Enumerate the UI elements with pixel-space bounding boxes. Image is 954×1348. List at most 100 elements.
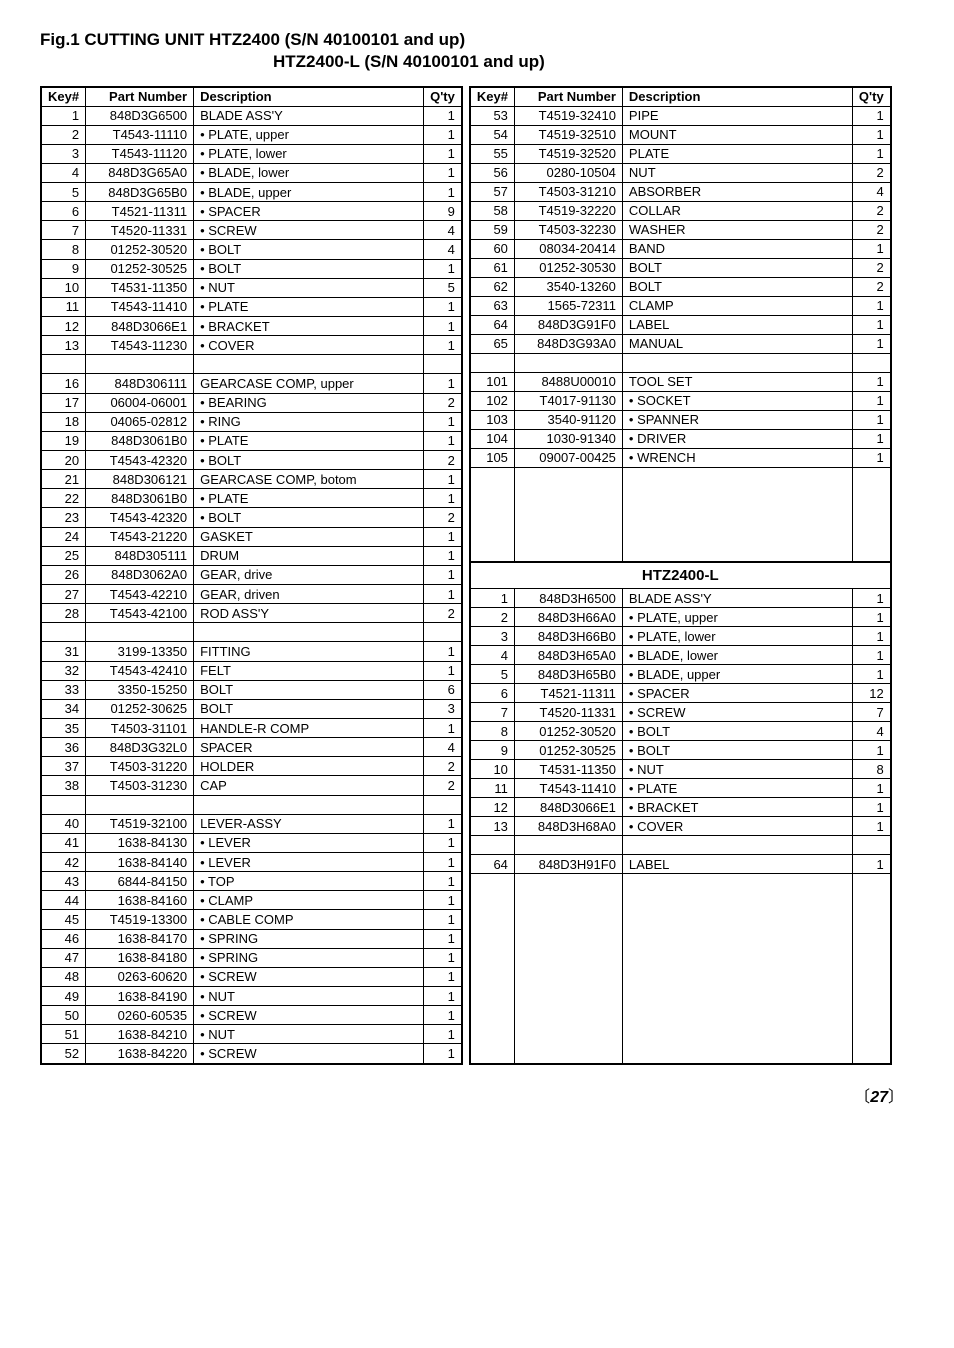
table-row: 16848D306111GEARCASE COMP, upper1	[41, 374, 462, 393]
cell-qty: 1	[424, 470, 462, 489]
cell-desc: • BOLT	[194, 508, 424, 527]
cell-qty: 1	[424, 986, 462, 1005]
cell-qty: 1	[852, 144, 890, 163]
cell-desc: CLAMP	[622, 296, 852, 315]
cell-key: 10	[470, 760, 515, 779]
table-row: 801252-30520• BOLT4	[41, 240, 462, 259]
table-row: 4848D3G65A0• BLADE, lower1	[41, 163, 462, 182]
cell-part: T4531-11350	[514, 760, 622, 779]
cell-desc: • CABLE COMP	[194, 910, 424, 929]
cell-desc: LEVER-ASSY	[194, 814, 424, 833]
cell-key: 32	[41, 661, 86, 680]
spacer-row	[470, 950, 891, 969]
th-part: Part Number	[514, 87, 622, 106]
section-header: HTZ2400-L	[470, 562, 891, 589]
cell-part: 848D306121	[86, 470, 194, 489]
cell-part: T4520-11331	[86, 221, 194, 240]
cell-desc: • BLADE, upper	[622, 665, 852, 684]
cell-desc: GEARCASE COMP, upper	[194, 374, 424, 393]
cell-qty: 1	[424, 814, 462, 833]
cell-key: 21	[41, 470, 86, 489]
cell-qty: 2	[424, 757, 462, 776]
cell-part: 848D306111	[86, 374, 194, 393]
table-row: 11T4543-11410• PLATE1	[470, 779, 891, 798]
table-row: 58T4519-32220COLLAR2	[470, 201, 891, 220]
cell-desc: ROD ASS'Y	[194, 604, 424, 623]
cell-desc: HANDLE-R COMP	[194, 719, 424, 738]
cell-part: 1638-84160	[86, 891, 194, 910]
cell-part: 848D3H6500	[514, 589, 622, 608]
cell-desc: GEARCASE COMP, botom	[194, 470, 424, 489]
table-row: 411638-84130• LEVER1	[41, 833, 462, 852]
cell-part: T4519-32520	[514, 144, 622, 163]
cell-part: T4503-31230	[86, 776, 194, 795]
table-row: 102T4017-91130• SOCKET1	[470, 391, 891, 410]
cell-desc: • SOCKET	[622, 391, 852, 410]
cell-desc: • PLATE, upper	[194, 125, 424, 144]
cell-part: 848D3H65A0	[514, 646, 622, 665]
cell-desc: MOUNT	[622, 125, 852, 144]
cell-desc: • CLAMP	[194, 891, 424, 910]
cell-qty: 1	[424, 833, 462, 852]
cell-part: T4543-11230	[86, 336, 194, 355]
cell-key: 9	[470, 741, 515, 760]
cell-key: 25	[41, 546, 86, 565]
table-row: 38T4503-31230CAP2	[41, 776, 462, 795]
cell-key: 10	[41, 278, 86, 297]
table-row: 2848D3H66A0• PLATE, upper1	[470, 608, 891, 627]
cell-qty: 1	[424, 719, 462, 738]
cell-qty: 4	[852, 182, 890, 201]
cell-key: 38	[41, 776, 86, 795]
cell-qty: 1	[424, 1006, 462, 1025]
cell-key: 58	[470, 201, 515, 220]
cell-qty: 3	[424, 699, 462, 718]
cell-key: 54	[470, 125, 515, 144]
cell-qty: 1	[852, 627, 890, 646]
cell-qty: 1	[424, 374, 462, 393]
cell-desc: ABSORBER	[622, 182, 852, 201]
cell-qty: 1	[852, 334, 890, 353]
cell-key: 2	[41, 125, 86, 144]
cell-key: 12	[41, 317, 86, 336]
cell-part: 848D3H65B0	[514, 665, 622, 684]
cell-part: 06004-06001	[86, 393, 194, 412]
cell-part: 1638-84170	[86, 929, 194, 948]
cell-desc: • SPRING	[194, 929, 424, 948]
spacer-row	[41, 623, 462, 642]
title-text-1: CUTTING UNIT HTZ2400 (S/N 40100101 and u…	[84, 30, 465, 50]
right-column: Key# Part Number Description Q'ty 53T451…	[469, 86, 892, 1065]
spacer-row	[470, 912, 891, 931]
cell-key: 1	[470, 589, 515, 608]
cell-key: 52	[41, 1044, 86, 1064]
cell-desc: GASKET	[194, 527, 424, 546]
cell-key: 13	[470, 817, 515, 836]
cell-part: 04065-02812	[86, 412, 194, 431]
table-row: 6T4521-11311• SPACER12	[470, 684, 891, 703]
cell-qty: 1	[424, 661, 462, 680]
spacer-row	[41, 355, 462, 374]
table-row: 55T4519-32520PLATE1	[470, 144, 891, 163]
cell-desc: SPACER	[194, 738, 424, 757]
cell-qty: 1	[852, 296, 890, 315]
spacer-row	[470, 836, 891, 855]
table-row: 13848D3H68A0• COVER1	[470, 817, 891, 836]
cell-qty: 1	[852, 608, 890, 627]
cell-key: 33	[41, 680, 86, 699]
table-row: 1018488U00010TOOL SET1	[470, 372, 891, 391]
cell-desc: • SPACER	[194, 202, 424, 221]
cell-part: T4543-42100	[86, 604, 194, 623]
spacer-row	[470, 988, 891, 1007]
table-row: 7T4520-11331• SCREW7	[470, 703, 891, 722]
page-number: 〔27〕	[40, 1083, 914, 1107]
cell-qty: 1	[424, 1025, 462, 1044]
cell-part: 848D3G65A0	[86, 163, 194, 182]
table-row: 28T4543-42100ROD ASS'Y2	[41, 604, 462, 623]
table-row: 480263-60620• SCREW1	[41, 967, 462, 986]
cell-qty: 1	[424, 431, 462, 450]
cell-key: 63	[470, 296, 515, 315]
cell-key: 48	[41, 967, 86, 986]
cell-part: T4503-32230	[514, 220, 622, 239]
cell-part: 01252-30525	[86, 259, 194, 278]
cell-qty: 1	[424, 183, 462, 202]
cell-key: 104	[470, 429, 515, 448]
